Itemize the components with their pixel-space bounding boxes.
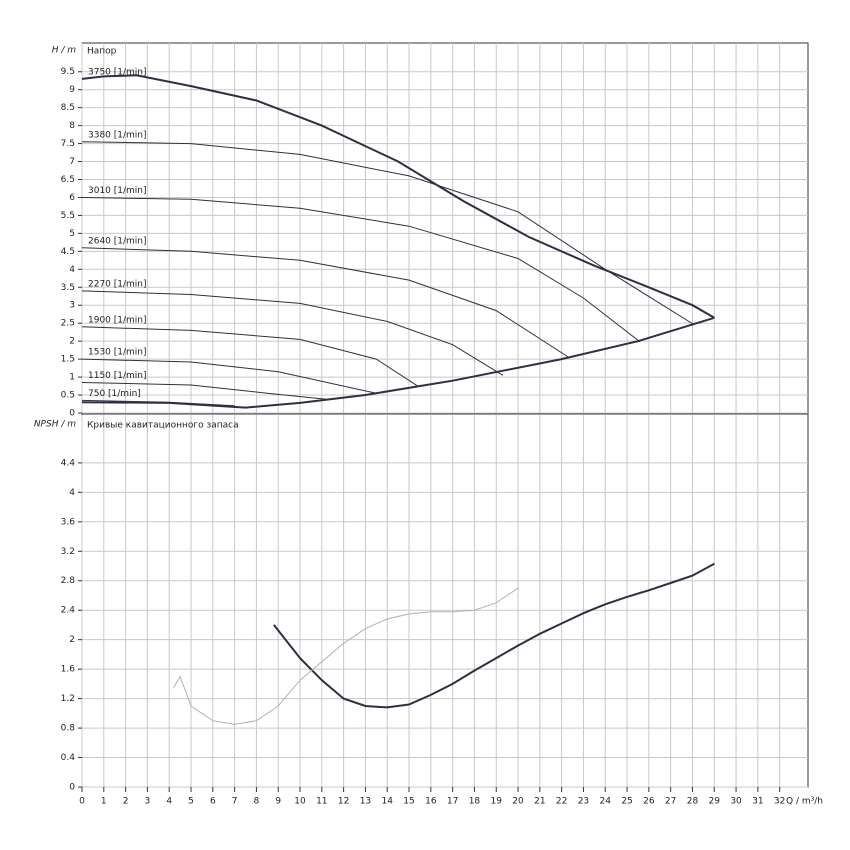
y-tick-label: 2.5 [61,319,75,329]
plot-frame [81,42,809,788]
curve-label: 1900 [1/min] [88,315,147,325]
y-tick-label: 1.6 [61,665,76,675]
series-line [81,316,715,409]
y-tick-label: 8.5 [61,103,75,113]
x-tick-label: 9 [275,797,281,807]
y-tick-label: 8 [69,121,75,131]
x-tick-label: 21 [534,797,545,807]
y-tick-label: 5.5 [61,211,75,221]
x-tick-label: 2 [123,797,129,807]
x-tick-label: 18 [469,797,481,807]
y-tick-label: 0 [69,409,75,419]
x-tick-label: 5 [188,797,194,807]
y-tick-label: 5 [69,229,75,239]
x-tick-label: 17 [447,797,458,807]
y-tick-label: 4 [69,265,75,275]
y-tick-label: 0.4 [61,753,76,763]
series-line [273,562,715,709]
y-tick-label: 4.4 [61,458,76,468]
x-tick-label: 10 [294,797,306,807]
x-tick-label: 1 [101,797,107,807]
x-tick-label: 8 [254,797,260,807]
y-axis-label: NPSH / m [34,420,76,430]
panel-title: Напор [87,47,117,57]
x-tick-label: 32 [774,797,785,807]
y-tick-label: 0 [69,783,75,793]
y-tick-label: 6.5 [61,175,75,185]
series-line [81,74,715,319]
x-tick-label: 14 [381,797,393,807]
curve-label: 3750 [1/min] [88,67,147,77]
series-line [81,326,418,387]
x-tick-label: 3 [145,797,151,807]
y-tick-label: 2 [69,337,75,347]
y-axis-label: H / m [52,46,77,56]
x-tick-label: 31 [752,797,763,807]
y-tick-label: 4 [69,488,75,498]
x-axis-label: Q / m³/h [786,797,823,807]
x-tick-label: 13 [360,797,371,807]
y-tick-label: 0.5 [61,391,75,401]
x-tick-label: 15 [403,797,414,807]
y-tick-label: 2.4 [61,606,76,616]
curve-label: 1150 [1/min] [88,371,147,381]
y-tick-label: 1.2 [61,694,75,704]
series-line [81,290,504,376]
y-tick-label: 2.8 [61,576,76,586]
x-tick-label: 23 [578,797,589,807]
x-tick-label: 11 [316,797,327,807]
series-line [81,382,327,400]
y-tick-label: 9.5 [61,67,75,77]
x-tick-label: 26 [643,797,655,807]
curve-label: 3380 [1/min] [88,130,147,140]
y-tick-label: 4.5 [61,247,75,257]
y-tick-label: 9 [69,85,75,95]
series-line [173,587,519,725]
y-tick-label: 0.8 [61,724,76,734]
x-tick-label: 0 [79,797,85,807]
y-tick-label: 6 [69,193,75,203]
series-line [81,247,569,358]
series-line [81,197,641,343]
y-tick-label: 7 [69,157,75,167]
x-tick-label: 22 [556,797,567,807]
x-tick-label: 19 [491,797,503,807]
series-line [81,358,377,394]
x-tick-label: 29 [709,797,721,807]
curve-label: 2270 [1/min] [88,279,147,289]
x-tick-label: 4 [166,797,172,807]
y-tick-label: 1 [69,373,75,383]
series-line [81,141,695,326]
y-tick-label: 3.6 [61,517,76,527]
y-tick-label: 3.2 [61,547,75,557]
curve-label: 750 [1/min] [88,389,141,399]
curve-label: 2640 [1/min] [88,236,147,246]
panel-title: Кривые кавитационного запаса [87,421,239,431]
x-tick-label: 28 [687,797,699,807]
y-tick-label: 3.5 [61,283,75,293]
x-tick-label: 7 [232,797,238,807]
x-tick-label: 24 [600,797,612,807]
y-tick-label: 3 [69,301,75,311]
x-tick-label: 30 [730,797,742,807]
y-tick-label: 7.5 [61,139,75,149]
x-tick-label: 20 [512,797,524,807]
y-tick-label: 2 [69,635,75,645]
curve-label: 3010 [1/min] [88,186,147,196]
curve-label: 1530 [1/min] [88,348,147,358]
y-tick-label: 1.5 [61,355,75,365]
x-tick-label: 25 [621,797,632,807]
x-tick-label: 12 [338,797,349,807]
x-tick-label: 27 [665,797,676,807]
x-tick-label: 6 [210,797,216,807]
x-tick-label: 16 [425,797,437,807]
